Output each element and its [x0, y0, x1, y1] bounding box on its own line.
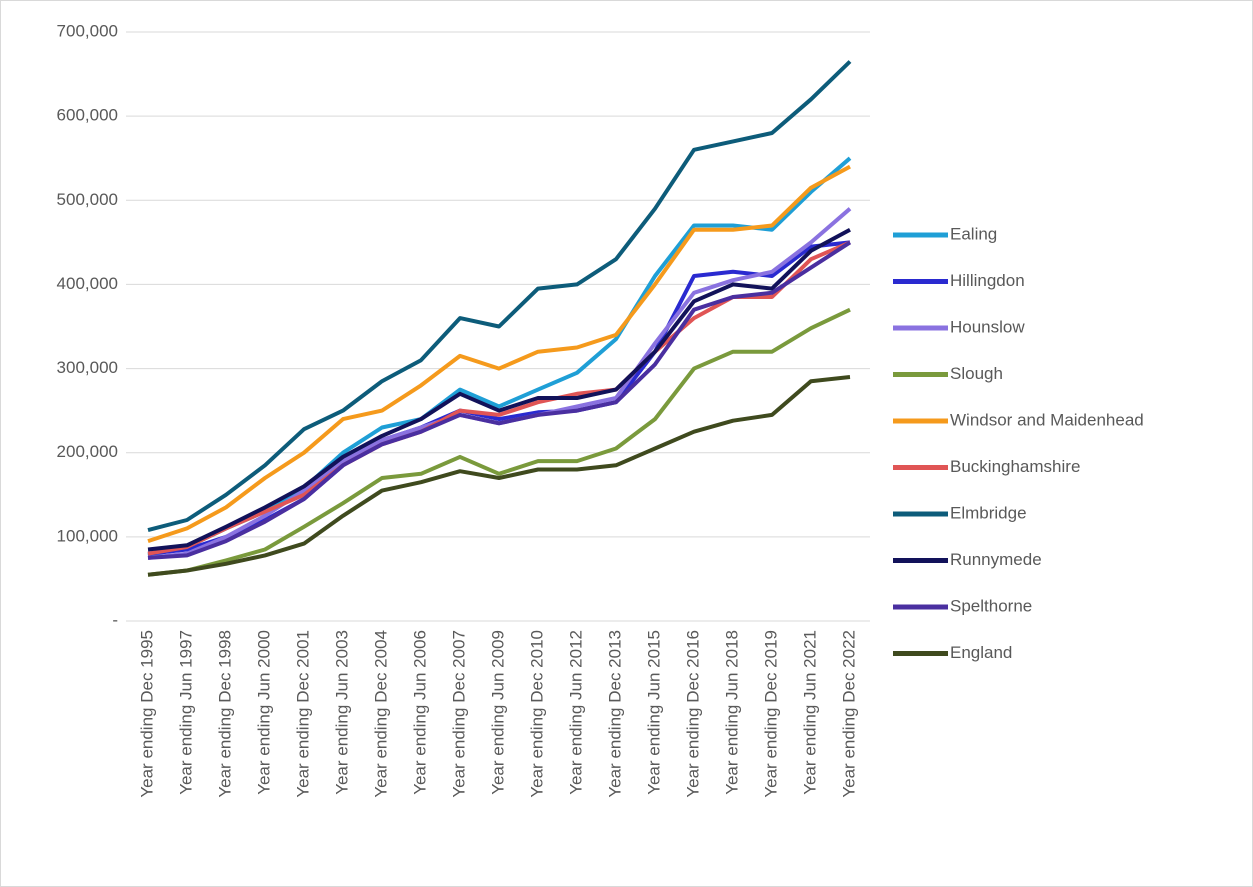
x-tick-label: Year ending Jun 1997: [176, 630, 195, 795]
legend-label: Buckinghamshire: [950, 457, 1080, 476]
x-tick-label: Year ending Jun 2021: [800, 630, 819, 795]
x-tick-label: Year ending Dec 2007: [449, 630, 468, 798]
x-tick-label: Year ending Dec 2013: [605, 630, 624, 798]
x-tick-label: Year ending Jun 2015: [644, 630, 663, 795]
x-tick-label: Year ending Jun 2012: [566, 630, 585, 795]
legend-label: Windsor and Maidenhead: [950, 410, 1144, 429]
x-tick-label: Year ending Dec 1995: [137, 630, 156, 798]
y-tick-label: 700,000: [57, 21, 118, 40]
series-line: [147, 375, 851, 577]
x-tick-label: Year ending Dec 2019: [761, 630, 780, 798]
y-tick-label: 500,000: [57, 190, 118, 209]
x-tick-label: Year ending Dec 2016: [683, 630, 702, 798]
x-tick-label: Year ending Jun 2003: [332, 630, 351, 795]
series-line: [147, 164, 851, 544]
legend-label: Hillingdon: [950, 271, 1025, 290]
series-line: [147, 60, 852, 533]
y-tick-label: 400,000: [57, 274, 118, 293]
legend-label: Elmbridge: [950, 503, 1027, 522]
x-tick-label: Year ending Dec 2022: [839, 630, 858, 798]
x-tick-label: Year ending Jun 2009: [488, 630, 507, 795]
y-tick-label: -: [112, 610, 118, 629]
x-tick-label: Year ending Jun 2018: [722, 630, 741, 795]
x-tick-label: Year ending Dec 1998: [215, 630, 234, 798]
series-line: [147, 227, 851, 552]
y-tick-label: 600,000: [57, 106, 118, 125]
legend-label: Hounslow: [950, 317, 1025, 336]
y-tick-label: 200,000: [57, 442, 118, 461]
x-tick-label: Year ending Dec 2004: [371, 630, 390, 798]
y-tick-label: 300,000: [57, 358, 118, 377]
x-tick-label: Year ending Dec 2001: [293, 630, 312, 798]
x-tick-label: Year ending Dec 2010: [527, 630, 546, 798]
series-line: [147, 240, 852, 560]
legend-label: Slough: [950, 364, 1003, 383]
series-line: [147, 307, 851, 577]
x-tick-label: Year ending Jun 2000: [254, 630, 273, 795]
legend-label: England: [950, 643, 1012, 662]
legend-label: Runnymede: [950, 550, 1042, 569]
legend-label: Ealing: [950, 224, 997, 243]
legend-label: Spelthorne: [950, 596, 1032, 615]
x-tick-label: Year ending Jun 2006: [410, 630, 429, 795]
y-tick-label: 100,000: [57, 526, 118, 545]
